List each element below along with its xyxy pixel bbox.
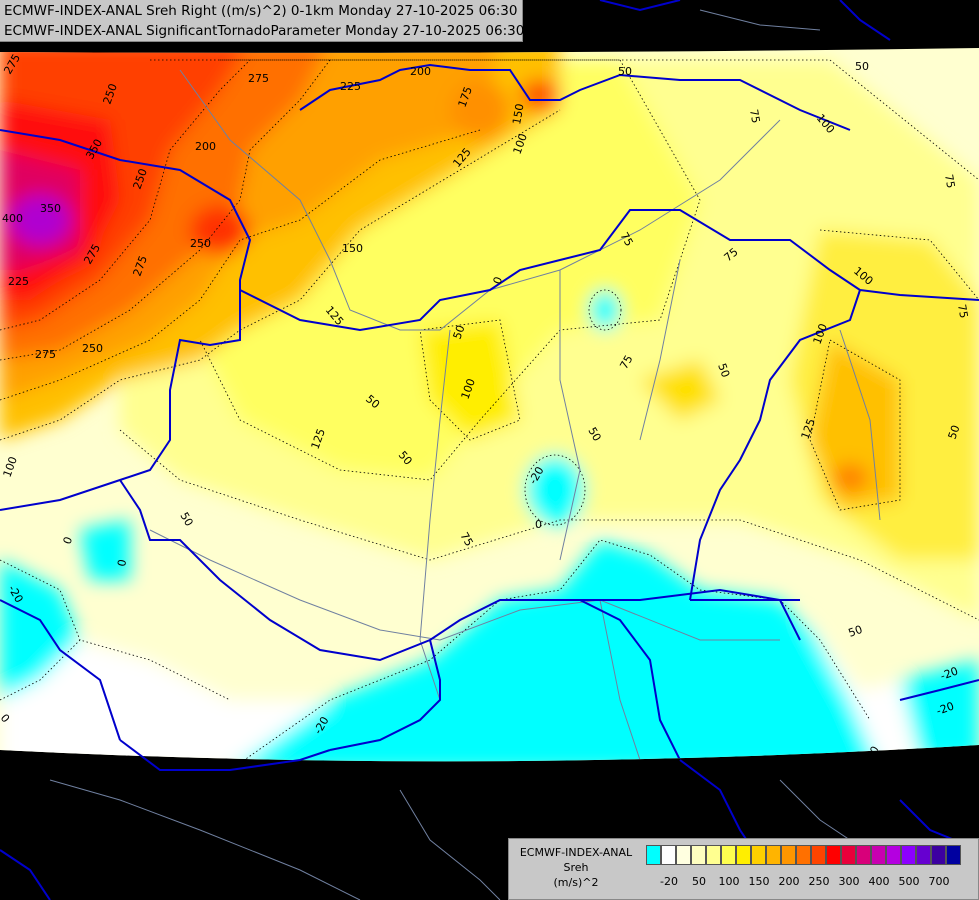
legend-tick-labels: -20 50 100 150 200 250 300 400 500 700	[646, 875, 976, 891]
legend-tick: 300	[838, 875, 860, 888]
legend-swatch	[886, 845, 901, 865]
svg-text:400: 400	[2, 212, 23, 225]
svg-text:50: 50	[177, 510, 195, 529]
svg-text:150: 150	[510, 103, 526, 126]
svg-text:250: 250	[190, 237, 211, 250]
legend-tick: 150	[748, 875, 770, 888]
svg-text:75: 75	[457, 530, 475, 549]
legend-tick: 250	[808, 875, 830, 888]
svg-text:250: 250	[82, 342, 103, 355]
legend-color-scale	[646, 845, 961, 867]
legend-tick: 50	[692, 875, 706, 888]
map-title-panel: ECMWF-INDEX-ANAL Sreh Right ((m/s)^2) 0-…	[0, 0, 525, 42]
legend-swatch	[721, 845, 736, 865]
legend-swatch	[856, 845, 871, 865]
legend-tick: 700	[928, 875, 950, 888]
contour-labels: 275 250 275 225 200 200 175 150 100 125 …	[0, 52, 970, 757]
svg-text:-20: -20	[935, 699, 956, 717]
country-borders	[0, 63, 979, 761]
legend-tick: 100	[718, 875, 740, 888]
legend-swatch	[736, 845, 751, 865]
legend-caption: ECMWF-INDEX-ANAL Sreh (m/s)^2	[509, 845, 643, 890]
svg-text:200: 200	[195, 140, 216, 153]
contour-lines	[0, 59, 979, 762]
svg-text:75: 75	[955, 303, 970, 319]
svg-text:50: 50	[618, 65, 632, 78]
legend-tick: 200	[778, 875, 800, 888]
legend-swatch	[646, 845, 661, 865]
data-field: 275 250 275 225 200 200 175 150 100 125 …	[0, 48, 979, 762]
legend-swatch	[751, 845, 766, 865]
legend-variable: Sreh	[563, 861, 589, 874]
legend-swatch	[841, 845, 856, 865]
color-legend: ECMWF-INDEX-ANAL Sreh (m/s)^2 -20 50 100 15…	[508, 838, 979, 900]
legend-swatch	[916, 845, 931, 865]
svg-text:350: 350	[40, 202, 61, 215]
svg-text:50: 50	[946, 423, 963, 441]
svg-text:50: 50	[847, 623, 865, 640]
rivers	[149, 69, 881, 761]
legend-swatch	[946, 845, 961, 865]
legend-tick: -20	[660, 875, 678, 888]
legend-unit: (m/s)^2	[553, 876, 599, 889]
svg-text:275: 275	[35, 348, 56, 361]
svg-text:50: 50	[855, 60, 869, 73]
legend-swatch	[766, 845, 781, 865]
legend-swatch	[871, 845, 886, 865]
legend-swatch	[691, 845, 706, 865]
title-line-stp: ECMWF-INDEX-ANAL SignificantTornadoParam…	[4, 23, 525, 39]
svg-text:75: 75	[747, 108, 762, 124]
legend-swatch	[796, 845, 811, 865]
legend-swatch	[901, 845, 916, 865]
svg-text:50: 50	[715, 362, 732, 380]
svg-text:225: 225	[340, 80, 361, 93]
legend-swatch	[676, 845, 691, 865]
legend-swatch	[811, 845, 826, 865]
legend-swatch	[781, 845, 796, 865]
svg-text:-20: -20	[939, 664, 960, 682]
svg-text:0: 0	[61, 535, 76, 546]
legend-swatch	[706, 845, 721, 865]
legend-swatch	[931, 845, 946, 865]
title-line-sreh: ECMWF-INDEX-ANAL Sreh Right ((m/s)^2) 0-…	[4, 3, 518, 19]
svg-text:150: 150	[342, 242, 363, 255]
svg-text:50: 50	[585, 425, 603, 444]
svg-text:225: 225	[8, 275, 29, 288]
legend-model: ECMWF-INDEX-ANAL	[519, 846, 633, 859]
svg-text:75: 75	[617, 353, 635, 372]
legend-tick: 500	[898, 875, 920, 888]
svg-text:75: 75	[942, 173, 957, 189]
svg-text:275: 275	[248, 72, 269, 85]
legend-swatch	[661, 845, 676, 865]
legend-tick: 400	[868, 875, 890, 888]
svg-text:0: 0	[535, 518, 542, 531]
svg-text:75: 75	[617, 230, 635, 249]
svg-text:50: 50	[451, 323, 468, 341]
svg-text:0: 0	[115, 558, 129, 567]
legend-swatch	[826, 845, 841, 865]
svg-text:200: 200	[410, 65, 431, 78]
svg-text:0: 0	[491, 275, 506, 286]
